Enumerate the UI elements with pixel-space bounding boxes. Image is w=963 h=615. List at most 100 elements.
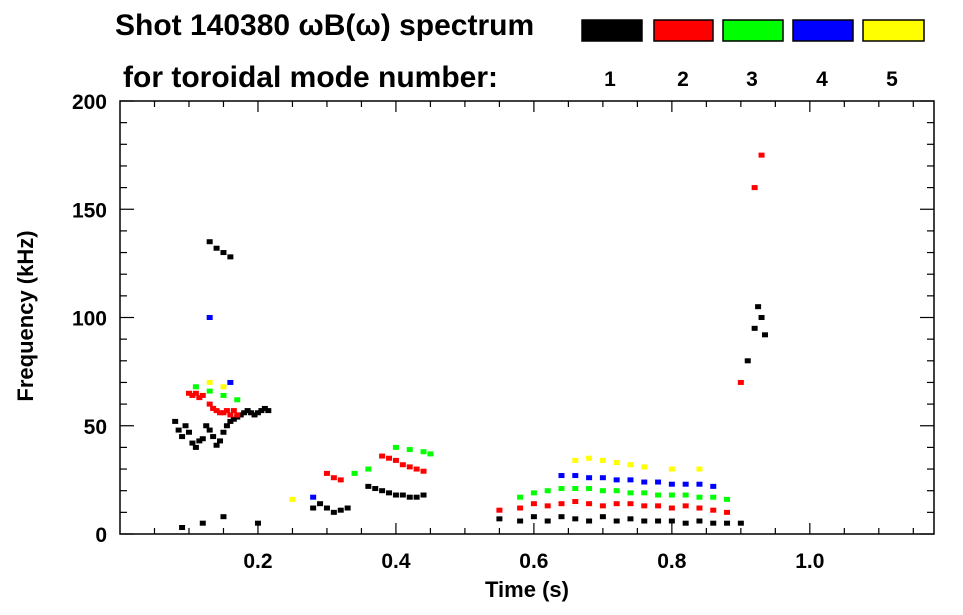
data-point <box>599 475 606 481</box>
data-point <box>744 358 751 364</box>
data-point <box>682 520 689 526</box>
data-point <box>392 444 399 450</box>
data-point <box>386 455 393 461</box>
legend-swatch-5 <box>862 19 925 42</box>
data-point <box>544 503 551 509</box>
data-point <box>517 494 524 500</box>
data-point <box>406 464 413 470</box>
data-point <box>196 438 203 444</box>
data-point <box>758 152 765 158</box>
data-point <box>724 496 731 502</box>
data-point <box>189 440 196 446</box>
data-point <box>251 412 258 418</box>
data-point <box>289 496 296 502</box>
data-point <box>724 520 731 526</box>
data-point <box>230 408 237 414</box>
data-point <box>627 516 634 522</box>
x-tick-label: 0.2 <box>243 550 272 573</box>
series-n=1 <box>172 239 768 531</box>
data-point <box>185 429 192 435</box>
data-point <box>406 494 413 500</box>
legend-swatch-2 <box>653 19 714 42</box>
data-point <box>413 466 420 472</box>
data-point <box>530 501 537 507</box>
data-point <box>237 412 244 418</box>
data-point <box>206 315 213 320</box>
legend: 1 2 3 4 5 <box>581 19 925 91</box>
data-point <box>227 254 234 260</box>
plot-frame <box>119 100 935 535</box>
data-point <box>655 492 662 498</box>
data-point <box>655 479 662 485</box>
data-point <box>696 466 703 472</box>
data-point <box>189 392 196 398</box>
data-point <box>668 481 675 487</box>
data-point <box>406 447 413 453</box>
data-point <box>323 505 330 511</box>
data-point <box>192 444 199 450</box>
data-point <box>234 412 241 418</box>
data-point <box>737 520 744 526</box>
legend-label-5: 5 <box>886 68 898 91</box>
legend-swatch-1 <box>581 19 643 42</box>
data-point <box>586 518 593 524</box>
data-point <box>627 490 634 496</box>
data-point <box>220 250 227 256</box>
data-point <box>203 423 210 429</box>
data-point <box>254 410 261 416</box>
data-point <box>199 520 206 526</box>
data-point <box>641 503 648 509</box>
legend-label-4: 4 <box>816 68 828 91</box>
data-point <box>627 462 634 468</box>
data-point <box>206 388 213 394</box>
data-point <box>655 518 662 524</box>
data-point <box>627 501 634 507</box>
legend-swatch-4 <box>792 19 854 42</box>
data-point <box>586 486 593 492</box>
data-point <box>696 494 703 500</box>
data-point <box>175 427 182 433</box>
data-point <box>496 507 503 513</box>
data-point <box>179 525 186 531</box>
data-point <box>230 416 237 422</box>
x-tick-label: 1.0 <box>795 550 824 573</box>
data-point <box>213 245 220 251</box>
data-point <box>668 466 675 472</box>
data-point <box>613 488 620 494</box>
data-point <box>210 405 217 411</box>
data-point <box>572 486 579 492</box>
y-tick-label: 200 <box>72 91 107 114</box>
data-point <box>392 492 399 498</box>
data-point <box>220 392 227 398</box>
legend-label-2: 2 <box>677 68 689 91</box>
data-point <box>330 475 337 481</box>
data-point <box>210 434 217 440</box>
data-point <box>206 427 213 433</box>
data-point <box>206 239 213 245</box>
data-point <box>599 488 606 494</box>
data-point <box>317 501 324 507</box>
data-point <box>310 494 317 500</box>
data-point <box>344 505 351 511</box>
data-point <box>613 518 620 524</box>
data-point <box>196 395 203 401</box>
data-point <box>223 408 230 414</box>
data-point <box>265 408 272 414</box>
data-point <box>530 490 537 496</box>
data-point <box>544 518 551 524</box>
chart-title-line1: Shot 140380 ωB(ω) spectrum <box>115 9 534 42</box>
data-point <box>627 477 634 483</box>
data-point <box>710 520 717 526</box>
data-point <box>337 477 344 483</box>
data-point <box>199 392 206 398</box>
data-point <box>217 410 224 416</box>
data-point <box>227 412 234 418</box>
data-point <box>530 514 537 520</box>
data-point <box>179 434 186 440</box>
legend-swatch-3 <box>722 19 784 42</box>
x-tick-label: 0.6 <box>519 550 548 573</box>
data-point <box>206 401 213 407</box>
data-point <box>558 514 565 520</box>
data-point <box>496 516 503 522</box>
